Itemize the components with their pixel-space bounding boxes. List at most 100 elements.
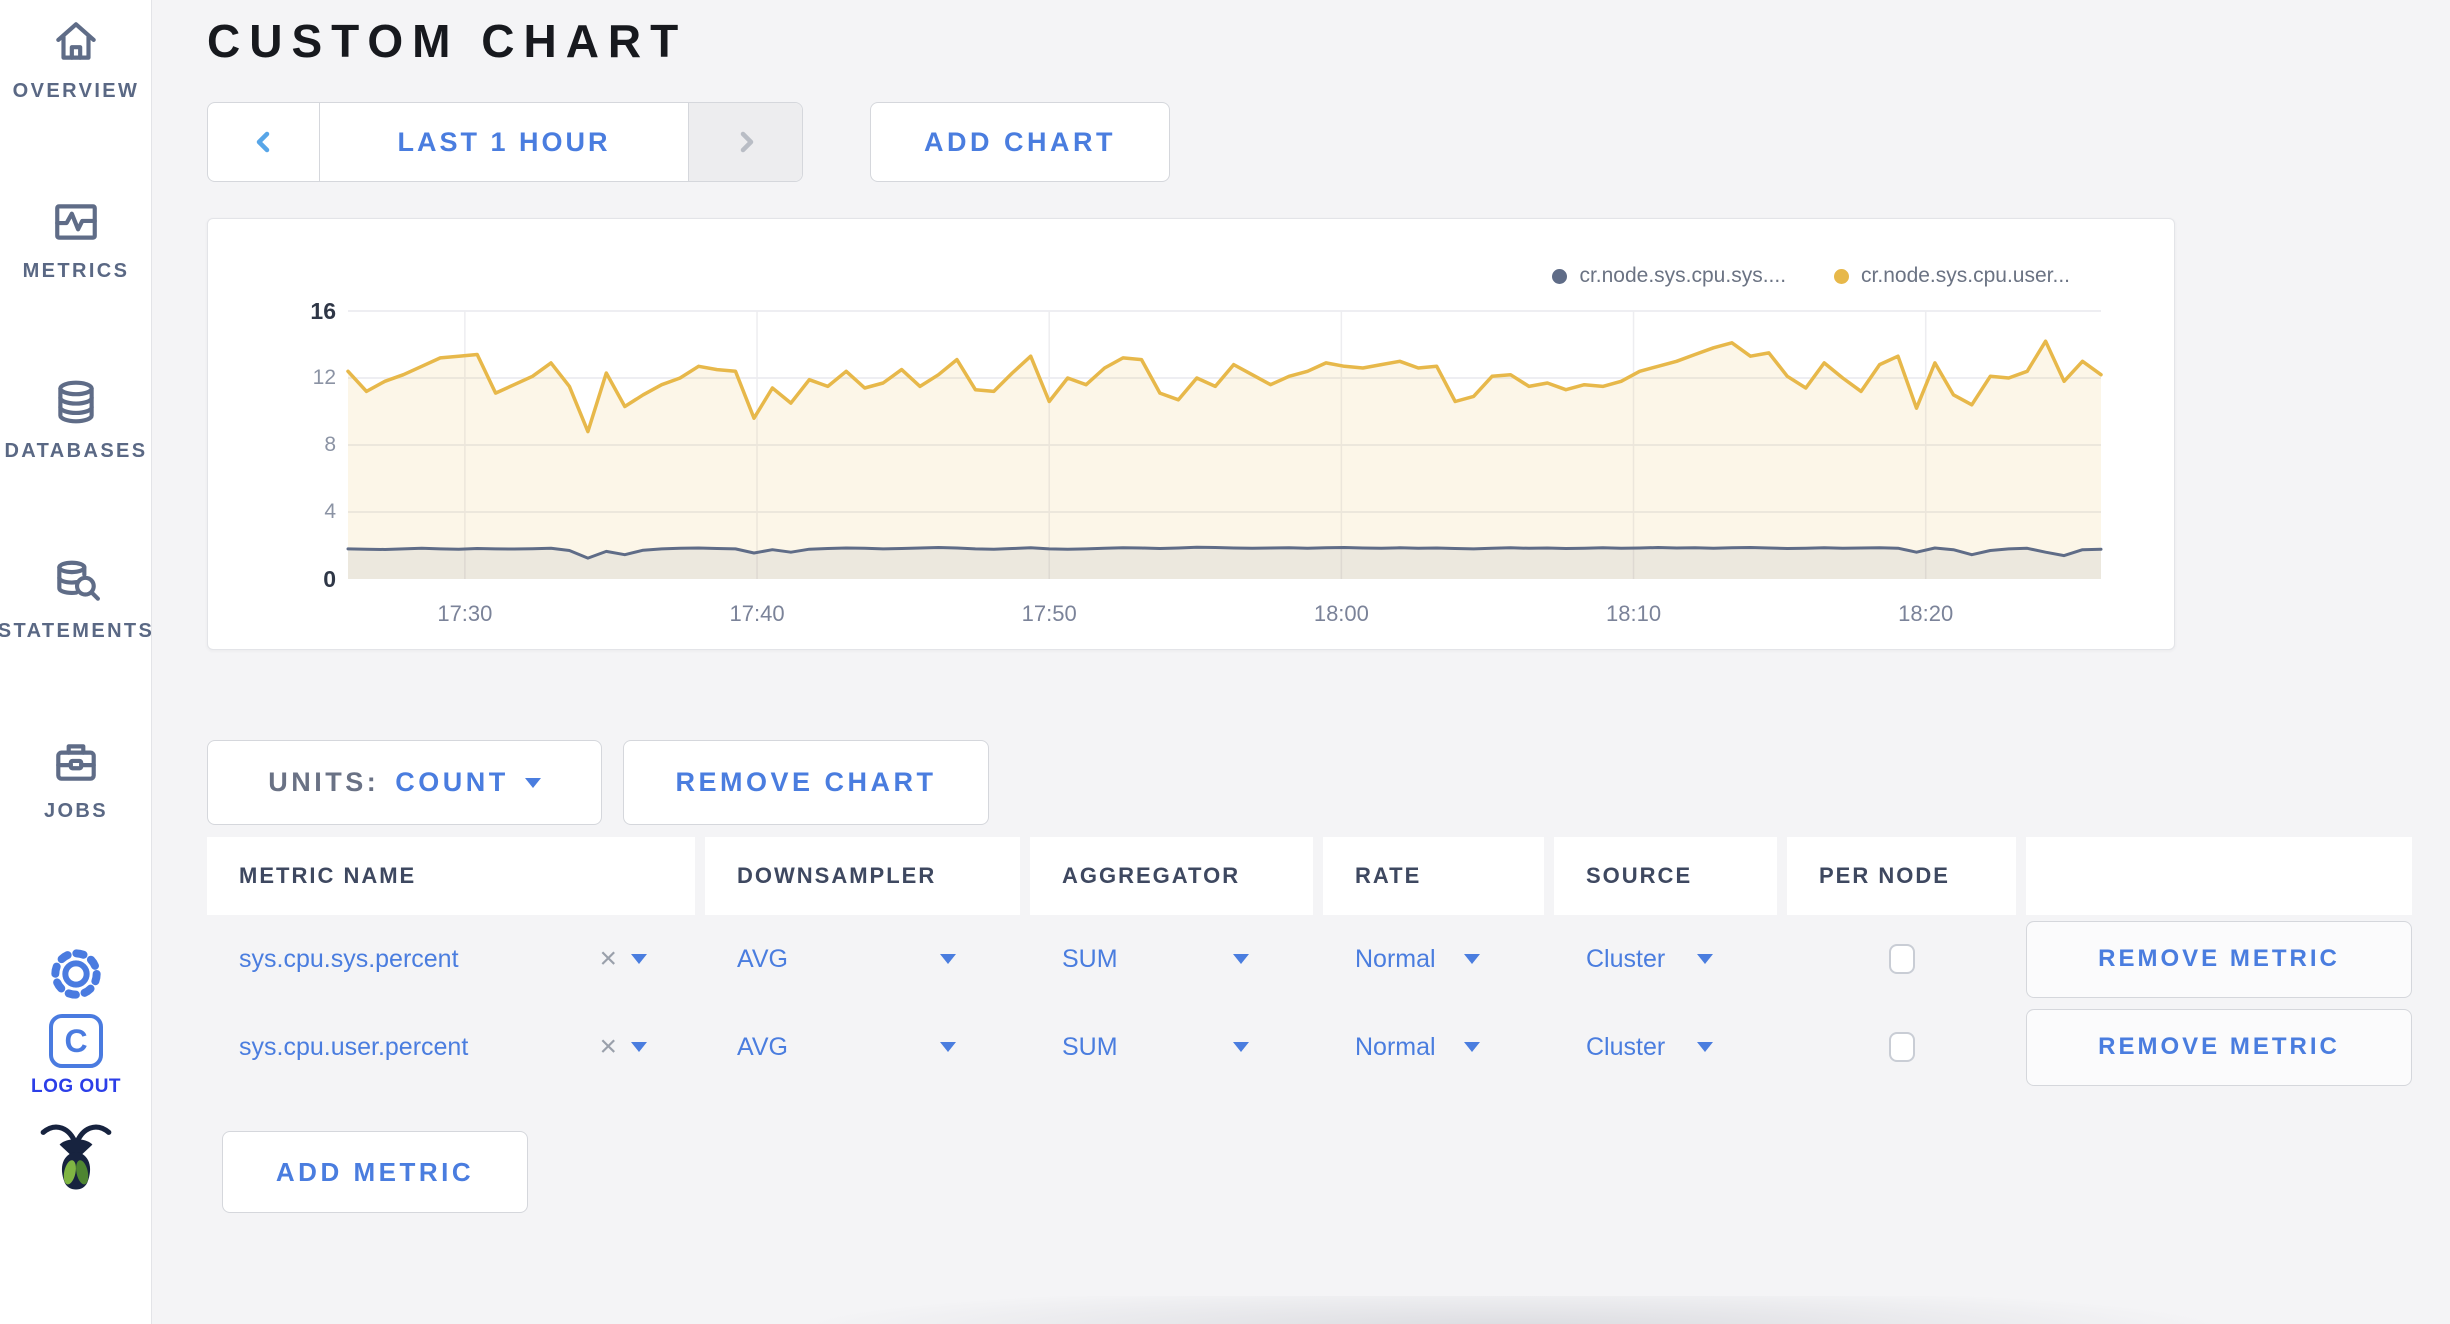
chart-actions-row: UNITS: COUNT REMOVE CHART [207,740,2449,825]
page-title: CUSTOM CHART [207,15,688,67]
sidebar-item-label: DATABASES [4,440,148,462]
sidebar-item-label: JOBS [43,800,109,822]
source-select[interactable]: Cluster [1554,1003,1777,1091]
aggregator-select-value: SUM [1062,1032,1118,1061]
units-dropdown[interactable]: UNITS: COUNT [207,740,602,825]
sidebar-item-overview[interactable]: OVERVIEW [0,2,152,112]
remove-metric-button[interactable]: REMOVE METRIC [2026,920,2412,998]
per-node-checkbox[interactable] [1888,944,1915,974]
sidebar-item-label: METRICS [22,260,130,282]
aggregator-select-value: SUM [1062,944,1118,973]
main-content: CUSTOM CHART LAST 1 HOUR ADD CHART cr.no… [152,0,2449,1324]
x-axis-tick-label: 18:00 [1313,601,1369,626]
column-header-per-node: PER NODE [1787,837,2016,915]
chevron-down-icon [631,954,647,964]
per-node-checkbox[interactable] [1888,1032,1915,1062]
x-axis-tick-label: 17:30 [437,601,493,626]
legend-dot-icon [1552,268,1568,284]
legend-dot-icon [1834,268,1850,284]
timeseries-chart[interactable] [208,219,2176,651]
home-icon [50,16,102,68]
time-prev-button[interactable] [208,103,320,181]
table-header-row: METRIC NAME DOWNSAMPLER AGGREGATOR RATE … [207,837,2449,915]
statements-icon [50,556,102,608]
chevron-down-icon [1464,954,1480,964]
chevron-right-icon [731,127,761,157]
jobs-icon [50,736,102,788]
column-header-rate: RATE [1323,837,1544,915]
logout-label: LOG OUT [30,1076,122,1097]
chart-legend: cr.node.sys.cpu.sys.... cr.node.sys.cpu.u… [1552,264,2070,288]
time-range-label[interactable]: LAST 1 HOUR [397,126,611,157]
metrics-icon [50,196,102,248]
rate-select-value: Normal [1355,1032,1436,1061]
metric-name-value: sys.cpu.sys.percent [239,944,459,973]
units-value: COUNT [395,767,509,797]
units-label: UNITS: [268,767,380,797]
legend-item[interactable]: cr.node.sys.cpu.user... [1834,264,2070,288]
x-axis-tick-label: 18:10 [1606,601,1662,626]
gear-icon [44,942,108,1006]
databases-icon [50,376,102,428]
per-node-cell [1787,1003,2016,1091]
aggregator-select[interactable]: SUM [1030,915,1313,1003]
chevron-left-icon [249,127,279,157]
chevron-down-icon [1233,954,1249,964]
per-node-cell [1787,915,2016,1003]
downsampler-select-value: AVG [737,1032,788,1061]
sidebar-item-label: OVERVIEW [12,80,140,102]
legend-series-name: cr.node.sys.cpu.sys.... [1579,264,1787,287]
chevron-down-icon [631,1042,647,1052]
clear-metric-button[interactable]: × [599,1030,617,1063]
chevron-down-icon [940,1042,956,1052]
column-header-downsampler: DOWNSAMPLER [705,837,1020,915]
chevron-down-icon [1697,954,1713,964]
settings-button[interactable] [0,942,152,1006]
source-select-value: Cluster [1586,944,1666,973]
sidebar: OVERVIEW METRICS DATABASES [0,0,152,1324]
metric-name-dropdown[interactable]: sys.cpu.sys.percent × [207,915,695,1003]
y-axis-tick-label: 16 [310,298,336,324]
sidebar-item-jobs[interactable]: JOBS [0,722,152,832]
x-axis-tick-label: 17:40 [729,601,785,626]
downsampler-select[interactable]: AVG [705,915,1020,1003]
chart-card: cr.node.sys.cpu.sys.... cr.node.sys.cpu.u… [207,218,2175,650]
add-chart-button[interactable]: ADD CHART [870,102,1170,182]
rate-select[interactable]: Normal [1323,915,1544,1003]
sidebar-item-metrics[interactable]: METRICS [0,182,152,292]
sidebar-item-databases[interactable]: DATABASES [0,362,152,472]
sidebar-item-statements[interactable]: STATEMENTS [0,542,152,652]
metrics-table: METRIC NAME DOWNSAMPLER AGGREGATOR RATE … [207,837,2449,1213]
clear-metric-button[interactable]: × [599,942,617,975]
logout-button[interactable]: C LOG OUT [0,1014,152,1098]
legend-series-name: cr.node.sys.cpu.user... [1861,264,2070,287]
remove-chart-button[interactable]: REMOVE CHART [623,740,989,825]
y-axis-tick-label: 12 [312,366,336,389]
column-header-metric-name: METRIC NAME [207,837,695,915]
section-shadow [582,1296,2442,1324]
y-axis-tick-label: 8 [324,433,336,456]
aggregator-select[interactable]: SUM [1030,1003,1313,1091]
y-axis-tick-label: 0 [323,566,336,592]
column-header-aggregator: AGGREGATOR [1030,837,1313,915]
y-axis-tick-label: 4 [324,500,336,523]
source-select-value: Cluster [1586,1032,1666,1061]
legend-item[interactable]: cr.node.sys.cpu.sys.... [1552,264,1786,288]
add-metric-button[interactable]: ADD METRIC [222,1131,528,1213]
downsampler-select[interactable]: AVG [705,1003,1020,1091]
metric-name-controls: × [599,944,647,974]
time-next-button[interactable] [688,103,802,181]
downsampler-select-value: AVG [737,944,788,973]
chevron-down-icon [1697,1042,1713,1052]
sidebar-item-label: STATEMENTS [0,620,155,642]
x-axis-tick-label: 17:50 [1021,601,1077,626]
metric-name-dropdown[interactable]: sys.cpu.user.percent × [207,1003,695,1091]
source-select[interactable]: Cluster [1554,915,1777,1003]
actions-cell: REMOVE METRIC [2026,1003,2412,1091]
chevron-down-icon [1464,1042,1480,1052]
x-axis-tick-label: 18:20 [1898,601,1954,626]
actions-cell: REMOVE METRIC [2026,915,2412,1003]
cockroach-c-icon: C [49,1014,103,1068]
rate-select[interactable]: Normal [1323,1003,1544,1091]
remove-metric-button[interactable]: REMOVE METRIC [2026,1008,2412,1086]
